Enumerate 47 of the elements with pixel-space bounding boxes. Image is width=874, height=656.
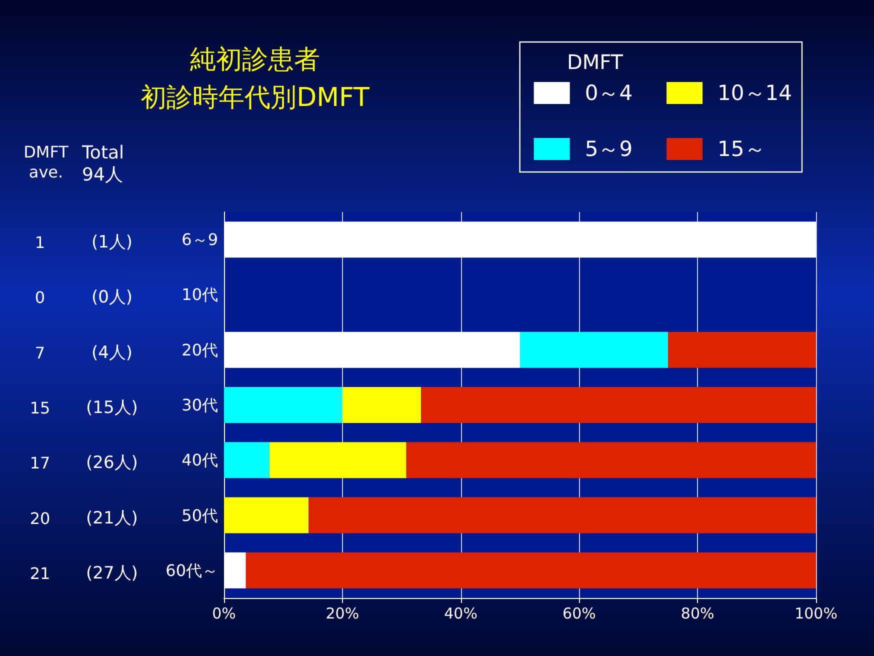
chart-subtitle: 初診時年代別DMFT (140, 83, 370, 113)
text: (27人) (86, 563, 138, 584)
legend-title: DMFT (567, 50, 624, 74)
bar (342, 387, 422, 423)
x-tick-label: 80% (680, 604, 714, 622)
bar (520, 332, 668, 368)
bar (224, 497, 309, 534)
bar (246, 552, 816, 588)
text: (15人) (86, 398, 138, 418)
bar (406, 442, 816, 478)
x-tick-label: 0% (212, 604, 236, 622)
chart-title: 純初診患者 (190, 45, 320, 75)
text: 0 (34, 288, 46, 308)
y-tick-label: 20代 (182, 340, 218, 360)
text: (4人) (91, 342, 133, 363)
y-tick-label: 50代 (182, 506, 218, 525)
y-tick-label: 60代～ (166, 560, 218, 580)
text: (21人) (86, 508, 138, 528)
bar (308, 497, 816, 534)
text: 15 (30, 398, 50, 418)
x-tick-label: 40% (444, 604, 478, 622)
text: (26人) (86, 453, 138, 474)
text: 1 (34, 233, 46, 252)
y-tick-label: 6～9 (182, 230, 218, 250)
bar (270, 442, 406, 478)
x-tick-label: 20% (326, 604, 360, 622)
bar (224, 387, 342, 423)
text: 17 (30, 454, 50, 473)
y-tick-label: 10代 (182, 285, 218, 304)
bar (421, 387, 816, 423)
x-tick-label: 100% (794, 604, 838, 622)
legend-label: 15～ (718, 137, 766, 161)
text: (0人) (91, 288, 133, 308)
text: (1人) (91, 232, 133, 253)
y-tick-label: 40代 (182, 450, 218, 470)
y-tick-label: 30代 (182, 396, 218, 414)
legend-label: 0～4 (584, 81, 633, 105)
text: Total 94人 (81, 142, 124, 186)
text: 21 (30, 564, 50, 583)
text: 20 (30, 508, 50, 528)
x-tick-label: 60% (562, 604, 596, 622)
text: DMFT ave. (24, 142, 69, 182)
text: 7 (34, 343, 46, 362)
bar (224, 442, 270, 478)
legend-label: 10～14 (718, 81, 792, 105)
legend-label: 5～9 (584, 137, 633, 161)
bar (668, 332, 816, 368)
